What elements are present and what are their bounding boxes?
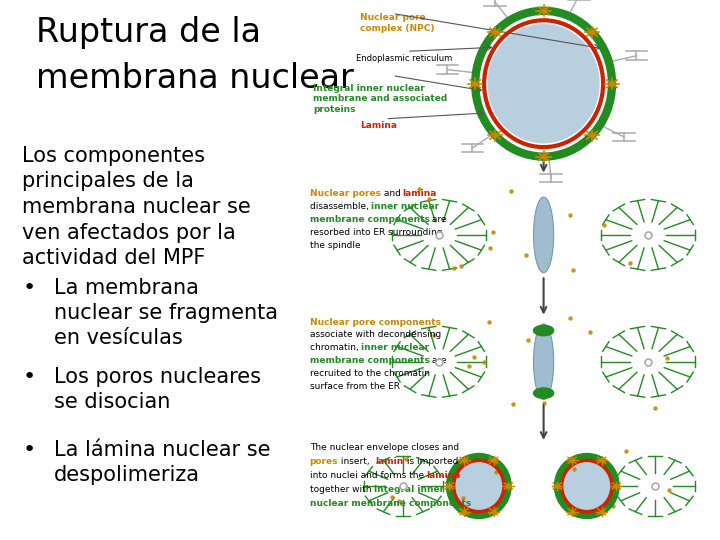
Text: Endoplasmic reticulum: Endoplasmic reticulum bbox=[356, 54, 453, 63]
Text: are: are bbox=[429, 356, 447, 366]
Text: Nuclear pore
complex (NPC): Nuclear pore complex (NPC) bbox=[360, 14, 434, 33]
Text: •: • bbox=[23, 278, 36, 298]
Text: resorbed into ER surrounding: resorbed into ER surrounding bbox=[310, 228, 442, 237]
Text: inner nuclear: inner nuclear bbox=[361, 343, 429, 353]
Ellipse shape bbox=[454, 460, 503, 512]
Text: Lamina: Lamina bbox=[360, 122, 397, 131]
Text: •: • bbox=[23, 367, 36, 387]
Text: lamina: lamina bbox=[426, 471, 461, 480]
Ellipse shape bbox=[533, 325, 554, 336]
Text: into nuclei and forms the: into nuclei and forms the bbox=[310, 471, 426, 480]
Text: lamina: lamina bbox=[402, 189, 436, 198]
Text: are: are bbox=[429, 215, 447, 224]
Text: •: • bbox=[23, 440, 36, 460]
Text: and: and bbox=[381, 189, 404, 198]
Text: membrane components: membrane components bbox=[310, 356, 429, 366]
Ellipse shape bbox=[534, 197, 554, 273]
Text: Nuclear pore components: Nuclear pore components bbox=[310, 318, 441, 327]
Ellipse shape bbox=[534, 324, 554, 400]
Text: Los poros nucleares
se disocian: Los poros nucleares se disocian bbox=[54, 367, 261, 412]
Text: integral inner: integral inner bbox=[374, 485, 444, 494]
Text: nuclear membrane components: nuclear membrane components bbox=[310, 499, 471, 508]
Text: disassemble,: disassemble, bbox=[310, 202, 372, 211]
Text: chromatin,: chromatin, bbox=[310, 343, 361, 353]
Ellipse shape bbox=[533, 387, 554, 399]
Text: membrana nuclear: membrana nuclear bbox=[36, 62, 354, 95]
Text: the spindle: the spindle bbox=[310, 241, 360, 250]
Text: is imported: is imported bbox=[404, 457, 458, 466]
Text: The nuclear envelope closes and: The nuclear envelope closes and bbox=[310, 443, 459, 452]
Text: surface from the ER: surface from the ER bbox=[310, 382, 400, 392]
Text: lamin: lamin bbox=[375, 457, 404, 466]
Text: Integral inner nuclear
membrane and associated
proteins: Integral inner nuclear membrane and asso… bbox=[313, 84, 447, 113]
Text: Ruptura de la: Ruptura de la bbox=[36, 16, 261, 49]
Ellipse shape bbox=[487, 24, 600, 144]
Ellipse shape bbox=[562, 460, 611, 512]
Text: Nuclear pores: Nuclear pores bbox=[310, 189, 381, 198]
Text: membrane components: membrane components bbox=[310, 215, 429, 224]
Text: Los componentes
principales de la
membrana nuclear se
ven afectados por la
activ: Los componentes principales de la membra… bbox=[22, 146, 251, 268]
Text: together with: together with bbox=[310, 485, 374, 494]
Text: La membrana
nuclear se fragmenta
en vesículas: La membrana nuclear se fragmenta en vesí… bbox=[54, 278, 278, 348]
Text: insert,: insert, bbox=[338, 457, 375, 466]
Text: pores: pores bbox=[310, 457, 338, 466]
Text: inner nuclear: inner nuclear bbox=[372, 202, 439, 211]
Text: La lámina nuclear se
despolimeriza: La lámina nuclear se despolimeriza bbox=[54, 440, 271, 485]
Text: recruited to the chromatin: recruited to the chromatin bbox=[310, 369, 430, 379]
Text: associate with decondensing: associate with decondensing bbox=[310, 330, 441, 340]
